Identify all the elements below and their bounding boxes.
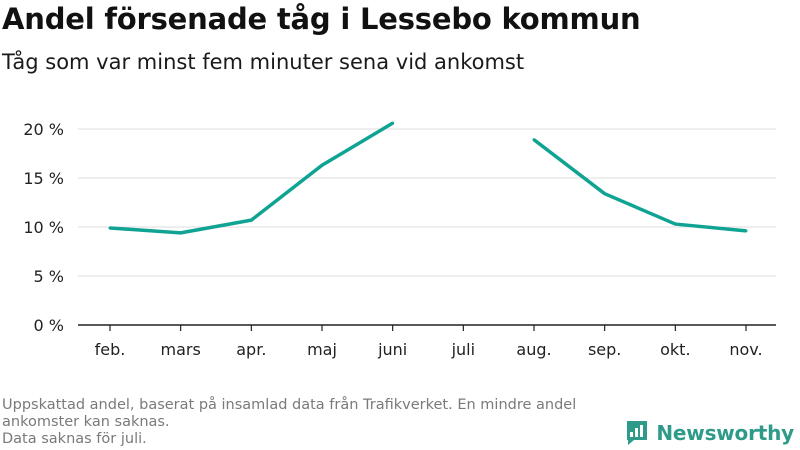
y-tick-label: 0 % [34, 316, 64, 335]
line-chart: 0 % 5 % 10 % 15 % 20 % feb. mars apr. maj juni ju… [23, 120, 776, 359]
x-tick-label: sep. [588, 340, 621, 359]
y-tick-label: 10 % [23, 218, 64, 237]
x-tick-label: nov. [729, 340, 762, 359]
y-tick-labels: 0 % 5 % 10 % 15 % 20 % [23, 120, 64, 335]
data-point [603, 192, 607, 196]
x-tick-label: juni [377, 340, 407, 359]
x-tick-label: maj [307, 340, 337, 359]
data-point [179, 231, 183, 235]
chart-subtitle: Tåg som var minst fem minuter sena vid a… [2, 50, 525, 74]
y-tick-label: 15 % [23, 169, 64, 188]
footnote-line-1: Uppskattad andel, baserat på insamlad da… [2, 397, 577, 430]
x-tick-label: apr. [236, 340, 266, 359]
x-tick-label: okt. [660, 340, 690, 359]
chart-title: Andel försenade tåg i Lessebo kommun [2, 2, 641, 36]
brand-name: Newsworthy [656, 421, 794, 445]
data-point [532, 138, 536, 142]
y-tick-label: 20 % [23, 120, 64, 139]
data-point [673, 222, 677, 226]
y-tick-label: 5 % [34, 267, 64, 286]
data-series [108, 121, 748, 235]
data-point [320, 163, 324, 167]
x-tick-label: aug. [516, 340, 551, 359]
series-line-segment [532, 138, 747, 233]
x-tick-label: mars [161, 340, 201, 359]
data-point [744, 229, 748, 233]
newsworthy-icon [625, 420, 649, 446]
footnote-line-2: Data saknas för juli. [2, 431, 147, 447]
y-gridlines [78, 128, 776, 326]
footnote: Uppskattad andel, baserat på insamlad da… [2, 397, 642, 448]
x-axis: feb. mars apr. maj juni juli aug. sep. okt. nov. [95, 325, 763, 359]
x-tick-label: feb. [95, 340, 126, 359]
brand-logo: Newsworthy [625, 420, 794, 446]
x-tick-label: juli [451, 340, 475, 359]
data-point [391, 121, 395, 125]
data-point [249, 218, 253, 222]
data-point [108, 226, 112, 230]
